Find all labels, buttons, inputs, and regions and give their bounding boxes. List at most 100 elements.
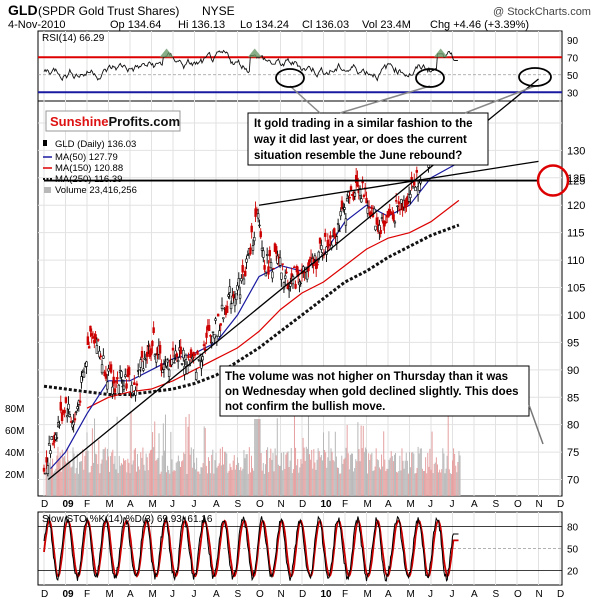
price-candle-body [68,404,70,409]
x-tick-label-bottom: M [106,589,114,600]
price-candle-body [151,341,153,346]
x-tick-label: M [364,499,372,510]
price-candle-body [271,272,273,278]
legend-ma50: MA(50) 127.79 [55,152,118,163]
price-candle-body [250,248,252,254]
price-candle-body [102,356,104,359]
sto-tick-label: 80 [567,523,579,534]
price-candle-body [375,226,377,230]
price-candle-body [233,294,235,297]
price-candle-body [159,345,161,353]
price-candle-body [150,349,152,355]
price-candle-body [296,266,298,272]
rsi-note-line-1: It gold trading in a similar fashion to … [254,118,473,130]
quote-low: Lo 134.24 [240,19,289,31]
price-candle-body [131,385,133,392]
price-candle-body [153,328,155,333]
logo-part-2: Profits.com [109,114,181,129]
price-candle-body [139,370,141,377]
price-candle-body [235,294,237,300]
price-candle-body [371,208,373,209]
price-candle-body [210,335,212,336]
price-candle-body [340,211,342,215]
price-candle-body [121,371,123,377]
price-candle-body [155,355,157,362]
price-candle-body [59,424,61,425]
price-candle-body [181,364,183,365]
price-candle-body [88,346,90,348]
price-candle-body [81,377,83,383]
x-tick-label-bottom: A [385,589,392,600]
price-candle-body [395,200,397,201]
x-tick-label: D [41,499,48,510]
price-candle-body [394,222,396,223]
price-candle-body [217,314,219,316]
price-candle-body [191,357,193,358]
price-candle-body [247,255,249,256]
price-candle-body [142,369,144,371]
stochastic-title: Slow STO %K(14) %D(3) 69.93, 61.16 [42,514,213,525]
price-candle-body [391,213,393,214]
x-tick-label-bottom: D [557,589,564,600]
x-tick-label: N [278,499,285,510]
price-candle-body [97,340,99,341]
price-candle-body [60,402,62,410]
price-candle-body [171,360,173,365]
price-candle-body [74,419,76,420]
x-tick-label-bottom: 10 [321,589,333,600]
price-candle-body [252,246,254,251]
price-candle-body [337,223,339,224]
price-candle-body [52,444,54,445]
price-candle-body [273,268,275,269]
price-candle-body [349,197,351,198]
price-candle-body [266,254,268,255]
x-tick-label: J [192,499,197,510]
price-candle-body [409,194,411,197]
price-candle-body [279,258,281,266]
price-candle-body [93,340,95,343]
price-candle-body [309,259,311,262]
price-candle-body [133,383,135,385]
logo-part-1: Sunshine [50,114,109,129]
price-candle-body [230,304,232,309]
x-tick-label: O [256,499,264,510]
price-candle-body [344,208,346,210]
price-candle-body [51,437,53,440]
price-candle-body [222,318,224,319]
price-tick-label: 110 [567,255,585,267]
price-candle-body [70,422,72,423]
price-candle-body [160,364,162,371]
rsi-note-line-2: way it did last year, or does the curren… [253,134,467,146]
price-candle-body [83,372,85,377]
price-candle-body [195,372,197,379]
price-candle-body [269,250,271,256]
price-candle-body [91,333,93,335]
price-candle-body [244,271,246,276]
watermark: @ StockCharts.com [493,6,591,18]
x-tick-label-bottom: S [493,589,500,600]
x-tick-label-bottom: M [364,589,372,600]
x-tick-label: O [514,499,522,510]
x-tick-label-bottom: A [127,589,134,600]
price-candle-body [363,195,365,196]
x-tick-label: M [106,499,114,510]
x-tick-label-bottom: M [407,589,415,600]
price-candle-body [200,362,202,368]
price-candle-body [350,186,352,190]
price-candle-body [399,209,401,210]
price-candle-body [43,468,45,471]
price-candle-body [368,207,370,208]
price-candle-body [172,348,174,350]
price-candle-body [141,351,143,357]
price-candle-body [118,385,120,393]
x-tick-label-bottom: O [514,589,522,600]
price-tick-label: 95 [567,337,579,349]
price-candle-body [284,276,286,279]
price-candle-body [354,193,356,196]
x-tick-label: S [493,499,500,510]
x-tick-label-bottom: J [170,589,175,600]
price-candle-body [101,365,103,373]
x-tick-label: N [536,499,543,510]
x-tick-label: M [407,499,415,510]
price-candle-body [328,245,330,246]
